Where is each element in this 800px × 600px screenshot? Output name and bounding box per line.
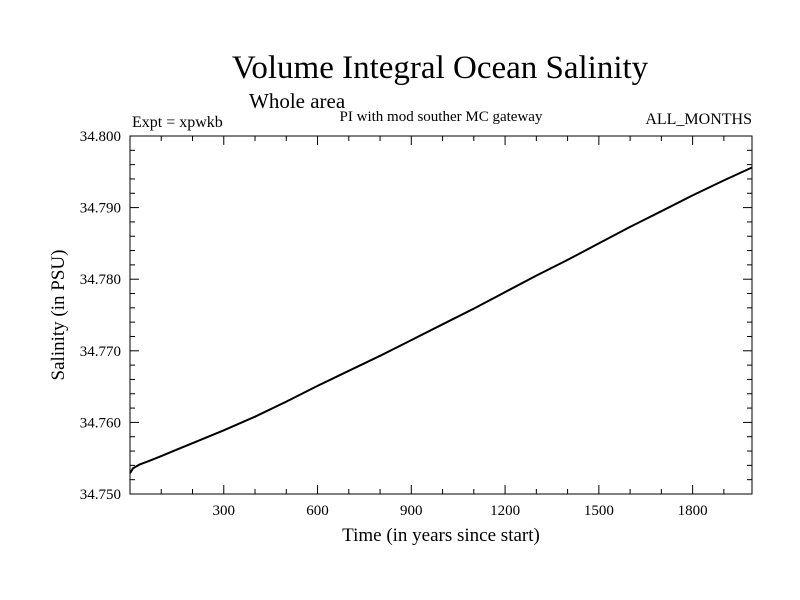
chart-subtitle: Whole area [249,89,346,113]
y-axis: 34.750 34.760 34.770 34.780 34.790 34.800 [80,129,752,503]
x-axis-label: Time (in years since start) [342,525,540,546]
x-tick-label: 900 [400,503,423,519]
y-tick-label: 34.770 [80,344,121,360]
x-tick-label: 1500 [584,503,614,519]
y-tick-label: 34.760 [80,415,121,431]
y-tick-label: 34.780 [80,272,121,288]
plot-frame [129,135,753,495]
months-label: ALL_MONTHS [645,111,752,128]
y-tick-label: 34.750 [80,487,121,503]
y-tick-label: 34.790 [80,201,121,217]
x-tick-label: 600 [306,503,329,519]
experiment-label: Expt = xpwkb [132,114,223,131]
x-tick-label: 1800 [678,503,708,519]
description-label: PI with mod souther MC gateway [340,109,543,125]
salinity-series-line [129,166,753,474]
chart-title: Volume Integral Ocean Salinity [232,50,649,86]
y-axis-label: Salinity (in PSU) [48,250,69,381]
y-tick-label: 34.800 [80,129,121,145]
x-axis: 300 600 900 1200 1500 1800 [160,136,725,519]
x-tick-label: 1200 [490,503,520,519]
x-tick-label: 300 [213,503,236,519]
